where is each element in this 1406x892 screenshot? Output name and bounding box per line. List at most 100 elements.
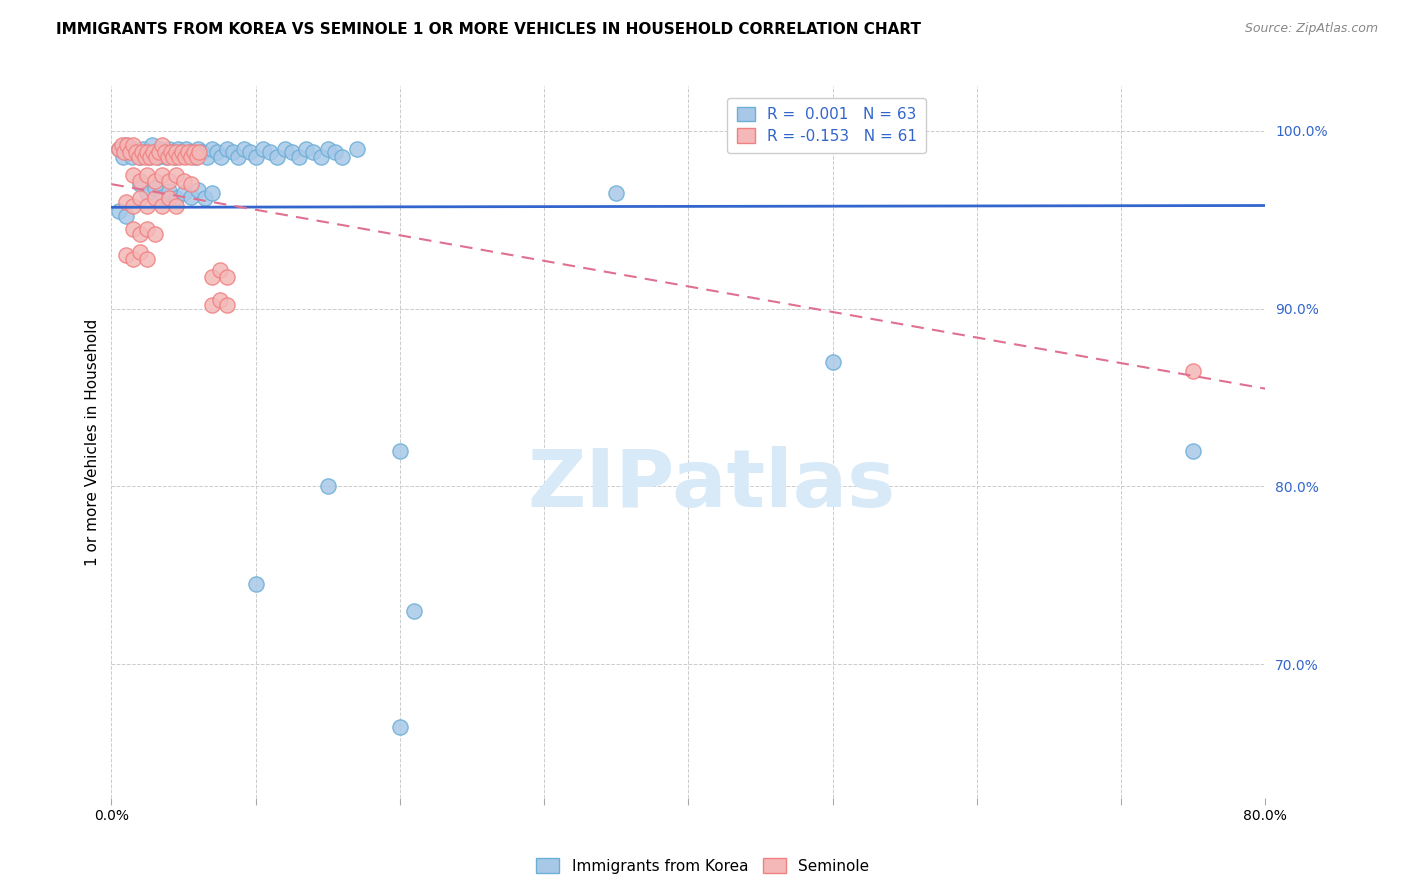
Point	[201, 269, 224, 284]
Point	[150, 168, 173, 182]
Point	[107, 142, 129, 156]
Point	[114, 138, 136, 153]
Point	[174, 151, 197, 165]
Point	[201, 142, 224, 156]
Point	[124, 142, 146, 156]
Point	[195, 151, 218, 165]
Point	[159, 145, 181, 160]
Legend: Immigrants from Korea, Seminole: Immigrants from Korea, Seminole	[530, 852, 876, 880]
Point	[176, 142, 198, 156]
Legend: R =  0.001   N = 63, R = -0.153   N = 61: R = 0.001 N = 63, R = -0.153 N = 61	[727, 97, 927, 153]
Point	[162, 151, 184, 165]
Point	[134, 151, 156, 165]
Point	[172, 145, 194, 160]
Text: IMMIGRANTS FROM KOREA VS SEMINOLE 1 OR MORE VEHICLES IN HOUSEHOLD CORRELATION CH: IMMIGRANTS FROM KOREA VS SEMINOLE 1 OR M…	[56, 22, 921, 37]
Point	[165, 145, 187, 160]
Point	[160, 145, 183, 160]
Point	[388, 720, 411, 734]
Point	[245, 151, 267, 165]
Point	[157, 191, 180, 205]
Point	[180, 151, 202, 165]
Point	[122, 198, 145, 212]
Point	[122, 168, 145, 182]
Point	[215, 142, 238, 156]
Point	[150, 138, 173, 153]
Point	[330, 151, 353, 165]
Point	[129, 227, 152, 241]
Point	[173, 149, 195, 163]
Point	[136, 186, 159, 200]
Point	[138, 151, 160, 165]
Point	[146, 151, 169, 165]
Point	[112, 145, 135, 160]
Point	[132, 142, 155, 156]
Point	[148, 145, 170, 160]
Point	[184, 151, 207, 165]
Point	[125, 145, 148, 160]
Point	[187, 182, 209, 196]
Point	[127, 147, 149, 161]
Point	[252, 142, 274, 156]
Point	[177, 145, 200, 160]
Point	[239, 145, 262, 160]
Point	[129, 173, 152, 187]
Point	[323, 145, 346, 160]
Point	[165, 198, 187, 212]
Point	[114, 209, 136, 223]
Point	[129, 151, 152, 165]
Point	[266, 151, 288, 165]
Point	[122, 221, 145, 235]
Point	[136, 221, 159, 235]
Point	[136, 168, 159, 182]
Point	[191, 145, 214, 160]
Point	[136, 252, 159, 266]
Point	[145, 151, 167, 165]
Point	[111, 151, 134, 165]
Point	[107, 203, 129, 218]
Point	[121, 151, 143, 165]
Point	[153, 145, 176, 160]
Point	[157, 173, 180, 187]
Point	[150, 198, 173, 212]
Point	[187, 142, 209, 156]
Point	[142, 145, 165, 160]
Point	[215, 298, 238, 312]
Point	[295, 142, 318, 156]
Text: ZIPatlas: ZIPatlas	[527, 446, 896, 524]
Point	[316, 479, 339, 493]
Point	[152, 147, 174, 161]
Point	[209, 151, 232, 165]
Point	[143, 227, 166, 241]
Point	[605, 186, 627, 200]
Point	[166, 142, 188, 156]
Point	[404, 604, 426, 618]
Point	[183, 145, 205, 160]
Point	[388, 444, 411, 458]
Point	[245, 577, 267, 591]
Point	[208, 262, 231, 277]
Point	[128, 151, 150, 165]
Text: Source: ZipAtlas.com: Source: ZipAtlas.com	[1244, 22, 1378, 36]
Point	[316, 142, 339, 156]
Point	[157, 184, 180, 198]
Point	[114, 194, 136, 209]
Point	[143, 191, 166, 205]
Point	[114, 248, 136, 262]
Point	[135, 145, 157, 160]
Point	[173, 173, 195, 187]
Point	[346, 142, 368, 156]
Point	[215, 269, 238, 284]
Point	[129, 244, 152, 259]
Point	[309, 151, 332, 165]
Point	[129, 177, 152, 191]
Point	[186, 151, 208, 165]
Point	[180, 177, 202, 191]
Point	[122, 252, 145, 266]
Point	[143, 173, 166, 187]
Point	[280, 145, 302, 160]
Point	[117, 138, 139, 153]
Point	[165, 191, 187, 205]
Point	[131, 145, 153, 160]
Point	[228, 151, 250, 165]
Point	[821, 355, 844, 369]
